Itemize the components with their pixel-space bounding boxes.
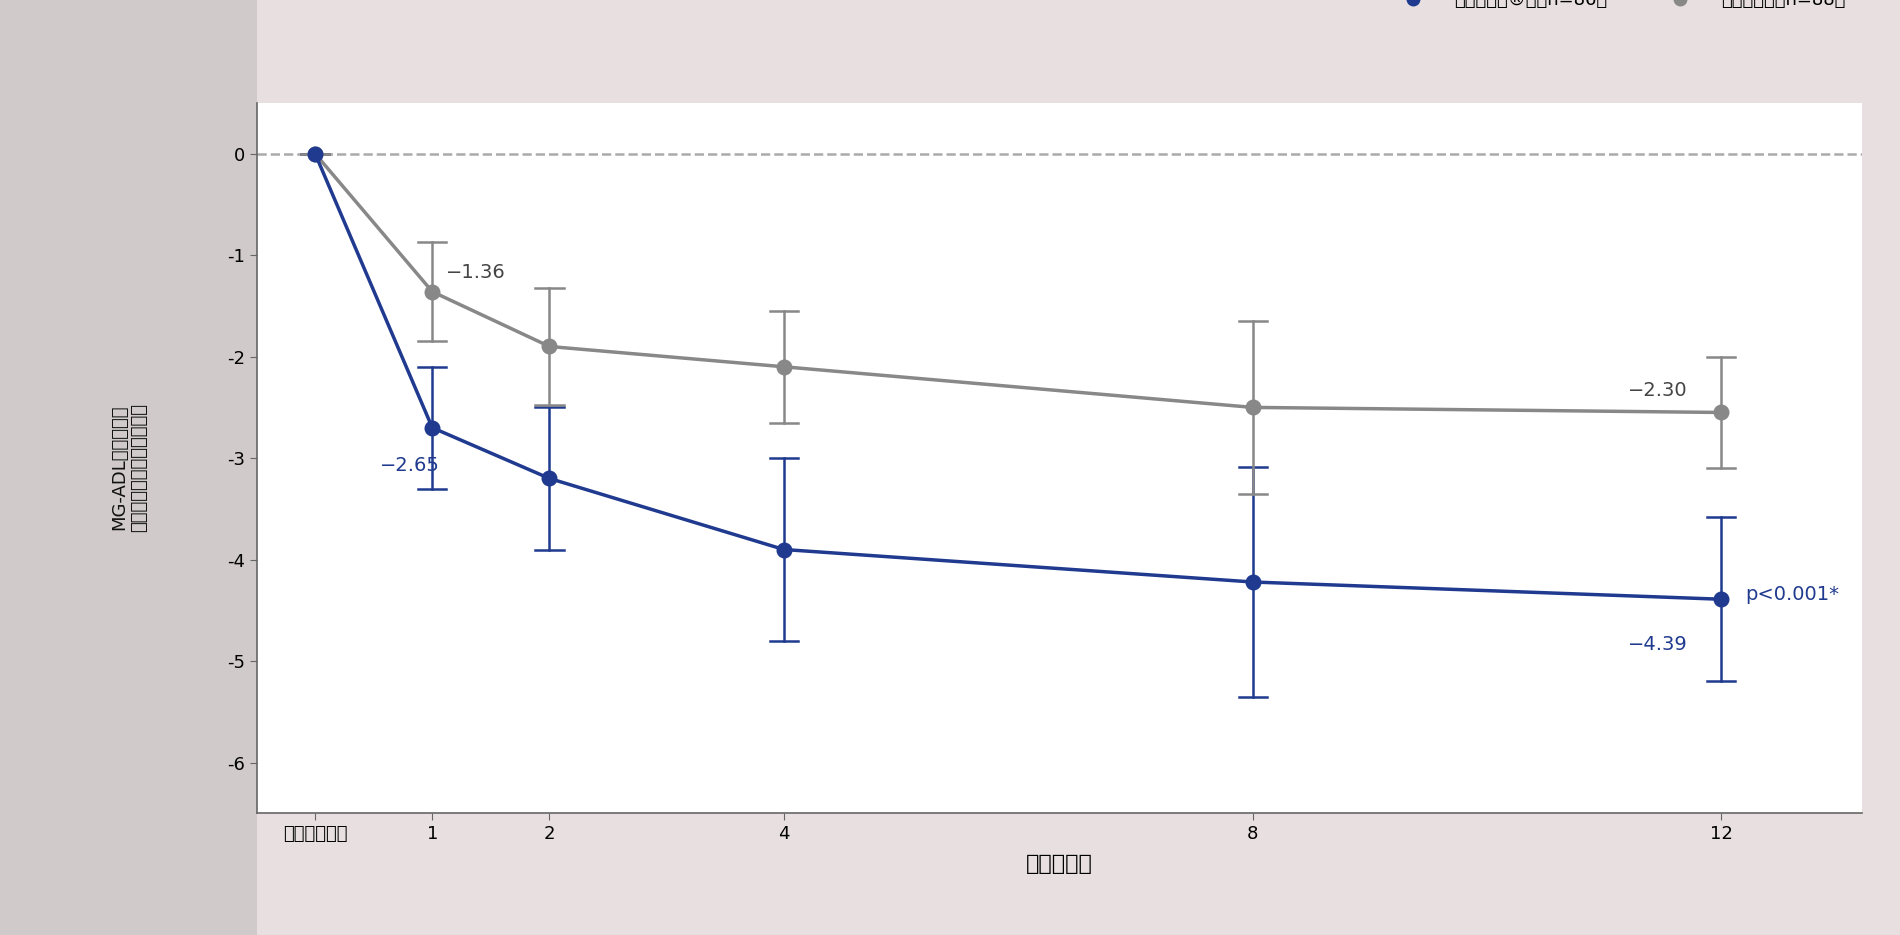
Text: −2.65: −2.65 <box>380 456 439 475</box>
Text: −2.30: −2.30 <box>1628 381 1687 400</box>
Text: p<0.001*: p<0.001* <box>1744 584 1839 604</box>
Text: −4.39: −4.39 <box>1628 635 1687 654</box>
Text: MG-ADL総スコアの
ベースラインからの変化量: MG-ADL総スコアの ベースラインからの変化量 <box>110 403 148 532</box>
Text: −1.36: −1.36 <box>446 263 505 281</box>
X-axis label: 期間（週）: 期間（週） <box>1026 855 1092 874</box>
Legend: ジルビスク®群（n=86）, プラセボ群（n=88）: ジルビスク®群（n=86）, プラセボ群（n=88） <box>1379 0 1852 17</box>
